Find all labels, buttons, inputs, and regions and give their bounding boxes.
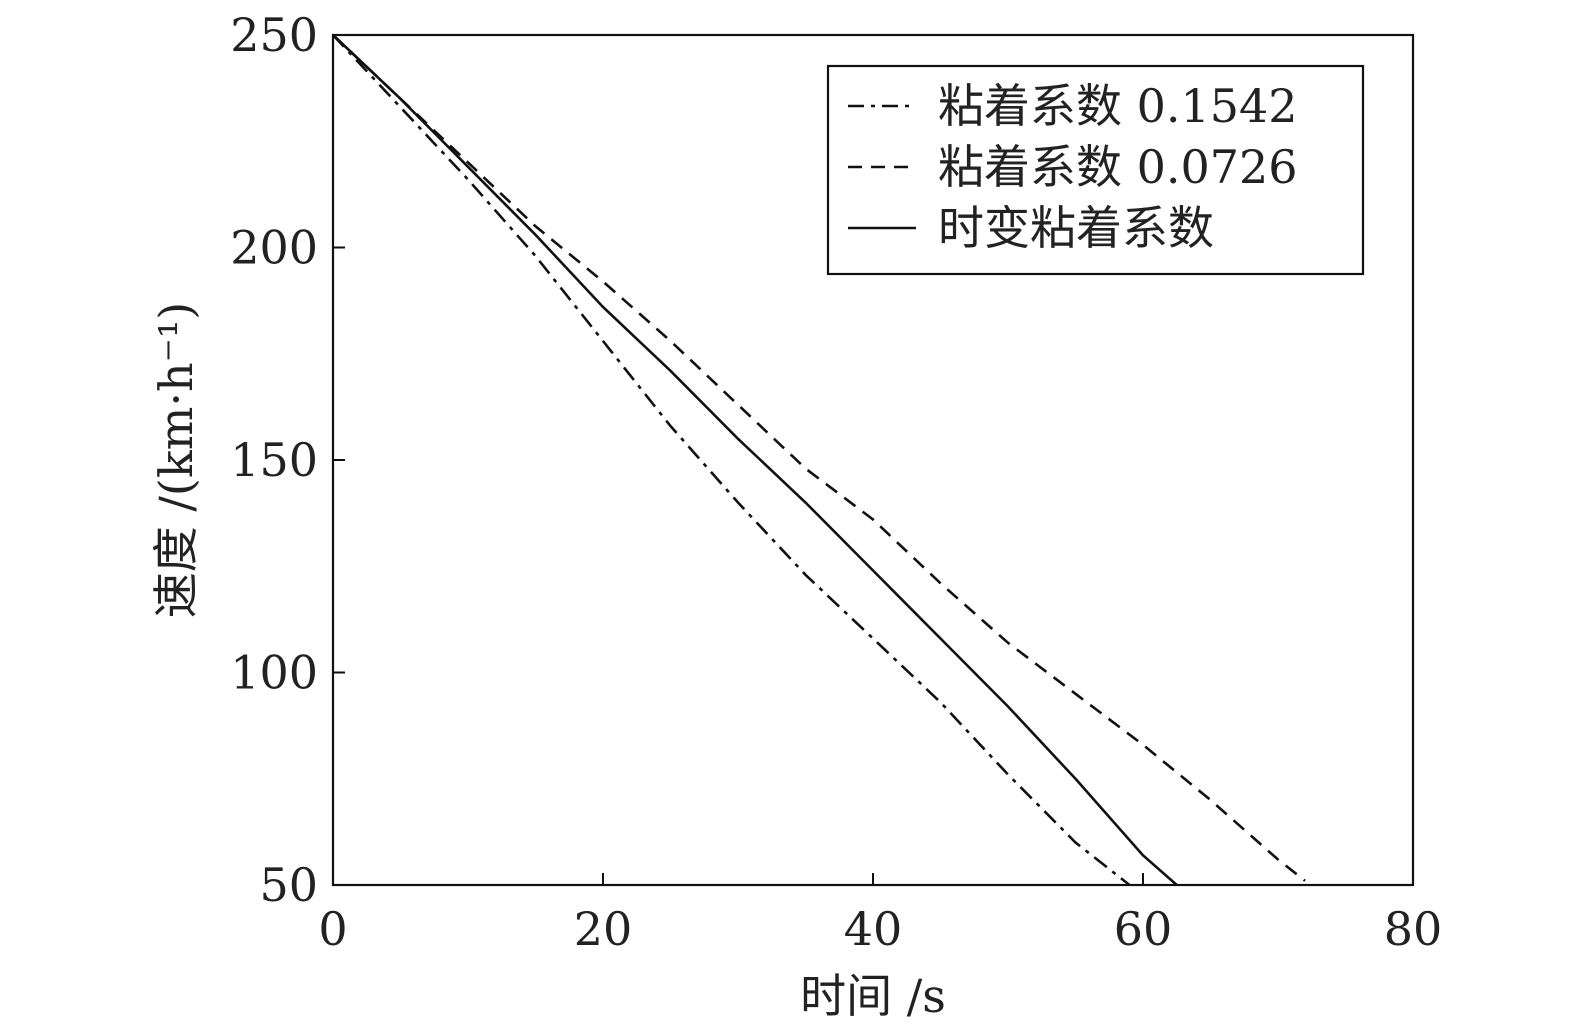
legend-box [826,64,1365,276]
x-tick-label: 60 [1114,902,1173,956]
legend: 粘着系数 0.1542 粘着系数 0.0726 时变粘着系数 [826,64,1365,276]
x-tick-label: 80 [1384,902,1443,956]
y-tick-label: 50 [259,858,318,912]
x-axis-title: 时间 /s [800,969,946,1023]
x-tick-label: 0 [318,902,347,956]
legend-label-1: 粘着系数 0.1542 [938,79,1298,133]
series-line-1 [332,34,1131,887]
series-layer [332,34,1306,887]
legend-label-3: 时变粘着系数 [938,201,1214,255]
y-tick-label: 200 [230,221,318,275]
x-axis-ticks: 0 20 40 60 80 [318,873,1442,956]
legend-items: 粘着系数 0.1542 粘着系数 0.0726 时变粘着系数 [848,79,1298,255]
y-axis-ticks: 50 100 150 200 250 [230,8,345,912]
x-tick-label: 40 [844,902,903,956]
y-tick-label: 150 [230,433,318,487]
y-tick-label: 100 [230,646,318,700]
series-line-2 [332,34,1306,882]
series-line-3 [332,34,1178,886]
legend-label-2: 粘着系数 0.0726 [938,140,1298,194]
y-axis-title: 速度 /(km·h⁻¹) [149,302,203,618]
y-tick-label: 250 [230,8,318,62]
x-tick-label: 20 [574,902,633,956]
